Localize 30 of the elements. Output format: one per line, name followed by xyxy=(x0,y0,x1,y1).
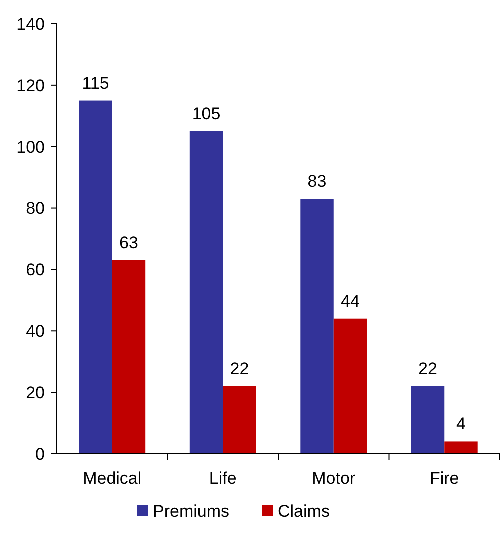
x-tick-label: Medical xyxy=(83,469,142,488)
data-label: 4 xyxy=(456,414,466,434)
y-tick-label: 80 xyxy=(26,199,45,218)
data-label: 105 xyxy=(192,104,221,124)
data-label: 115 xyxy=(82,74,110,93)
y-tick-label: 20 xyxy=(26,384,45,403)
bar xyxy=(112,260,146,454)
legend-label: Premiums xyxy=(153,502,230,521)
data-label: 63 xyxy=(120,234,138,252)
x-tick-label: Life xyxy=(209,469,237,488)
y-tick-label: 120 xyxy=(16,76,45,96)
data-label: 83 xyxy=(308,172,327,192)
y-tick-label: 100 xyxy=(16,138,45,157)
bar xyxy=(334,318,368,454)
y-tick-label: 40 xyxy=(26,322,45,342)
x-tick-label: Motor xyxy=(312,469,356,488)
data-label: 22 xyxy=(418,359,438,378)
legend-label: Claims xyxy=(278,502,330,521)
y-tick-label: 60 xyxy=(26,260,45,280)
data-label: 22 xyxy=(230,359,250,378)
bar xyxy=(190,132,224,454)
x-tick-label: Fire xyxy=(430,469,460,488)
bar xyxy=(411,386,445,454)
bar xyxy=(300,199,334,454)
data-label: 44 xyxy=(341,292,360,311)
bar xyxy=(223,386,256,454)
bar xyxy=(79,100,112,454)
bar xyxy=(444,442,478,454)
y-tick-label: 0 xyxy=(36,444,45,464)
y-tick-label: 140 xyxy=(16,14,45,34)
